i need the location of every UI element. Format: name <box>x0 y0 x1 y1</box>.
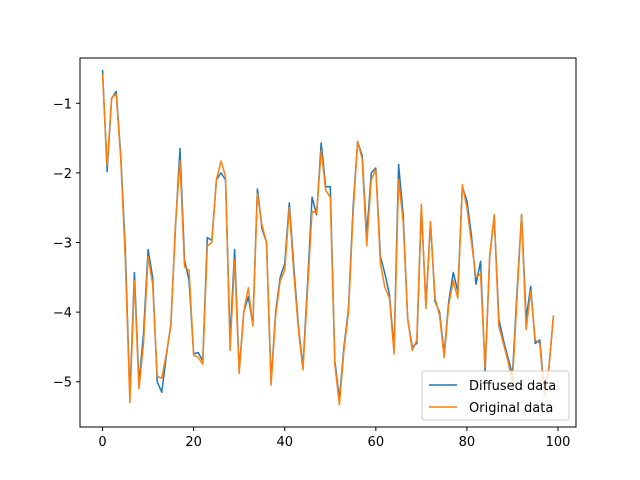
x-axis: 0 20 40 60 80 100 <box>98 427 570 450</box>
plot-frame <box>79 57 577 428</box>
legend-label-original: Original data <box>469 401 553 416</box>
y-tick-label: −4 <box>53 306 72 321</box>
y-tick-label: −2 <box>53 167 72 182</box>
x-tick-label: 0 <box>98 435 106 450</box>
y-tick-label: −1 <box>53 97 72 112</box>
y-tick-label: −5 <box>53 376 72 391</box>
legend: Diffused data Original data <box>421 370 570 421</box>
y-axis: −5 −4 −3 −2 −1 <box>53 97 80 391</box>
x-tick-label: 60 <box>368 435 385 450</box>
x-tick-label: 40 <box>276 435 293 450</box>
series-layer <box>101 69 555 406</box>
legend-box <box>421 370 570 421</box>
legend-label-diffused: Diffused data <box>469 379 556 394</box>
x-tick-label: 80 <box>459 435 476 450</box>
x-tick-label: 20 <box>185 435 202 450</box>
x-tick-label: 100 <box>546 435 571 450</box>
series-line-original-data <box>101 73 555 406</box>
y-tick-label: −3 <box>53 237 72 252</box>
